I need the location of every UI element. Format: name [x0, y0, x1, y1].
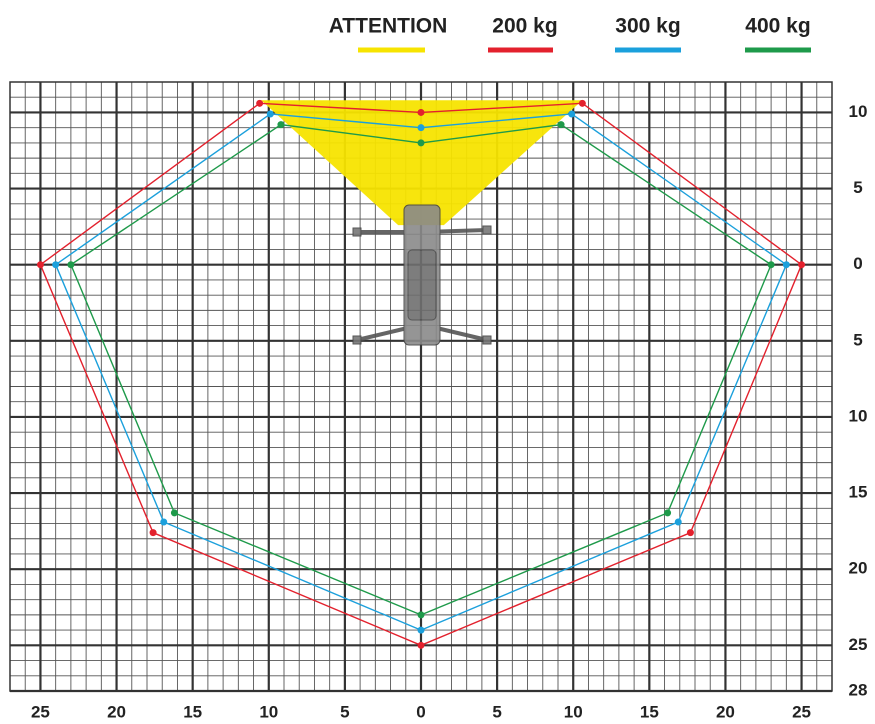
- point: [674, 518, 682, 526]
- attention-area: [261, 100, 583, 226]
- point: [686, 529, 694, 537]
- point: [277, 121, 285, 129]
- y-tick-label: 5: [853, 330, 862, 349]
- x-tick-label: 25: [31, 702, 50, 721]
- point: [170, 509, 178, 517]
- legend-label: ATTENTION: [329, 15, 448, 38]
- x-tick-label: 5: [340, 702, 349, 721]
- x-tick-label: 20: [107, 702, 126, 721]
- vehicle: [352, 204, 492, 346]
- y-tick-label: 10: [849, 406, 868, 425]
- point: [557, 121, 565, 129]
- x-tick-label: 20: [716, 702, 735, 721]
- point: [417, 124, 425, 132]
- legend-label: 400 kg: [745, 15, 810, 38]
- point: [149, 529, 157, 537]
- point: [767, 261, 775, 269]
- point: [417, 108, 425, 116]
- plot: [36, 99, 806, 649]
- point: [578, 99, 586, 107]
- point: [256, 99, 264, 107]
- y-tick-label: 20: [849, 559, 868, 578]
- x-tick-label: 5: [492, 702, 501, 721]
- point: [782, 261, 790, 269]
- point: [798, 261, 806, 269]
- legend-label: 200 kg: [492, 15, 557, 38]
- legend-label: 300 kg: [615, 15, 680, 38]
- point: [67, 261, 75, 269]
- pad: [482, 335, 492, 345]
- y-tick-label: 15: [849, 483, 868, 502]
- point: [417, 641, 425, 649]
- legend: ATTENTION 200 kg 300 kg 400 kg: [329, 15, 811, 53]
- point: [36, 261, 44, 269]
- y-tick-label: 0: [853, 254, 862, 273]
- x-tick-label: 10: [259, 702, 278, 721]
- point: [417, 626, 425, 634]
- point: [417, 611, 425, 619]
- plot-border: [9, 81, 833, 692]
- y-tick-label: 10: [849, 102, 868, 121]
- point: [52, 261, 60, 269]
- y-tick-label: 25: [849, 635, 868, 654]
- x-tick-label: 25: [792, 702, 811, 721]
- y-tick-label: 28: [849, 680, 868, 699]
- x-tick-label: 0: [416, 702, 425, 721]
- x-tick-label: 15: [183, 702, 202, 721]
- point: [664, 509, 672, 517]
- x-tick-label: 15: [640, 702, 659, 721]
- pad: [482, 225, 492, 235]
- pad: [352, 335, 362, 345]
- x-tick-label: 10: [564, 702, 583, 721]
- pad: [352, 227, 362, 237]
- y-tick-label: 5: [853, 178, 862, 197]
- vehicle-boom: [407, 249, 437, 321]
- point: [160, 518, 168, 526]
- point: [417, 139, 425, 147]
- point: [266, 110, 274, 118]
- point: [568, 110, 576, 118]
